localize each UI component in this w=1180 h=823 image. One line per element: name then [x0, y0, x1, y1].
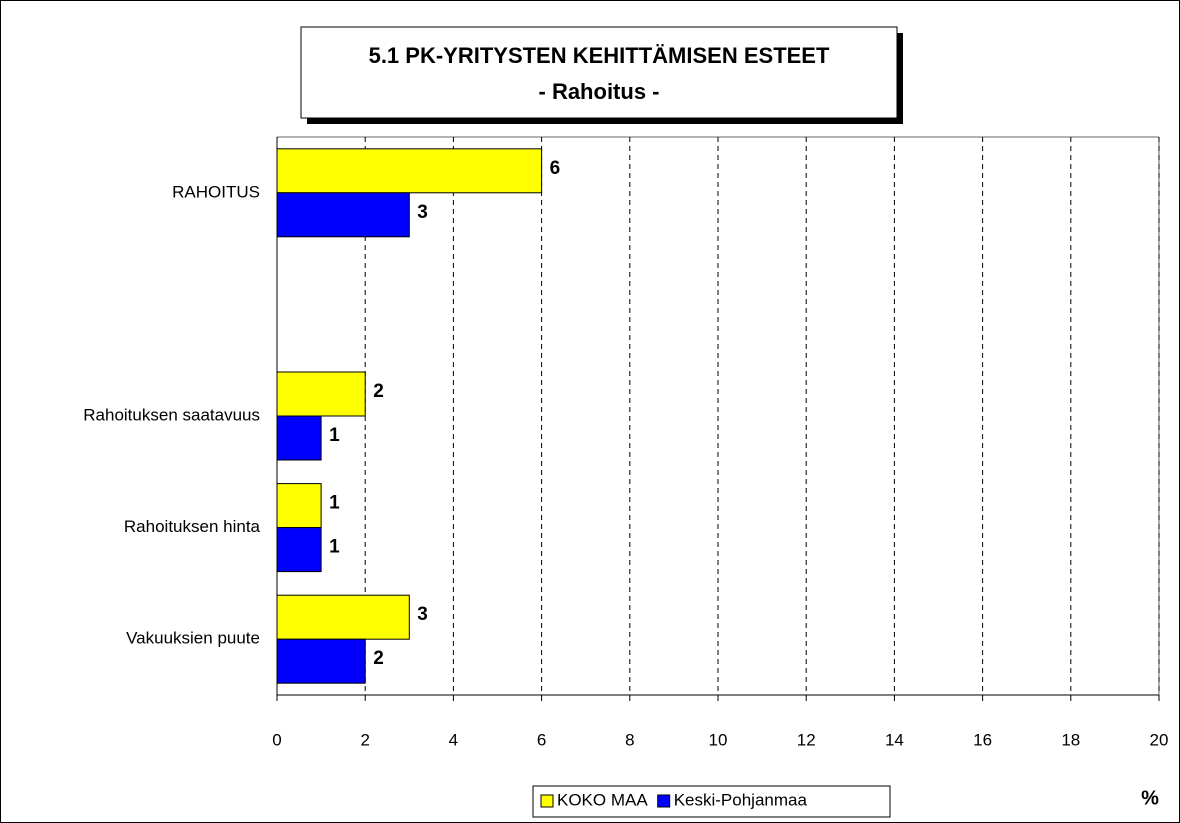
bar: [276, 483, 322, 529]
bar: [276, 594, 410, 640]
data-label: 1: [329, 493, 340, 514]
bar: [276, 415, 322, 461]
x-tick-label: 12: [797, 730, 816, 749]
x-tick-label: 0: [272, 730, 281, 749]
data-label: 2: [373, 648, 384, 669]
y-tick-label: RAHOITUS: [172, 182, 260, 201]
legend-swatch: [540, 794, 554, 808]
data-label: 1: [329, 425, 340, 446]
x-axis-label: %: [1141, 787, 1159, 809]
chart-subtitle: - Rahoitus -: [539, 79, 660, 104]
x-tick-label: 10: [709, 730, 728, 749]
x-tick-label: 20: [1150, 730, 1169, 749]
y-tick-label: Vakuuksien puute: [126, 629, 260, 648]
x-tick-label: 18: [1061, 730, 1080, 749]
bar: [276, 148, 543, 194]
data-label: 3: [417, 604, 428, 625]
legend-label: Keski-Pohjanmaa: [674, 790, 808, 809]
chart-title: 5.1 PK-YRITYSTEN KEHITTÄMISEN ESTEET: [369, 43, 830, 68]
bar: [276, 371, 366, 417]
x-tick-label: 2: [360, 730, 369, 749]
data-label: 2: [373, 381, 384, 402]
x-tick-label: 4: [449, 730, 458, 749]
title-box: [300, 26, 898, 119]
data-label: 6: [550, 158, 561, 179]
x-tick-label: 6: [537, 730, 546, 749]
y-tick-label: Rahoituksen hinta: [124, 517, 261, 536]
data-label: 1: [329, 537, 340, 558]
legend-box: [532, 785, 891, 818]
legend-swatch: [657, 794, 671, 808]
bar: [276, 527, 322, 573]
x-tick-label: 8: [625, 730, 634, 749]
plot-border: [276, 136, 1160, 696]
y-tick-label: Rahoituksen saatavuus: [83, 405, 260, 424]
x-tick-label: 14: [885, 730, 904, 749]
bar: [276, 192, 410, 238]
x-tick-label: 16: [973, 730, 992, 749]
legend-label: KOKO MAA: [557, 790, 648, 809]
bar: [276, 638, 366, 684]
data-label: 3: [417, 202, 428, 223]
